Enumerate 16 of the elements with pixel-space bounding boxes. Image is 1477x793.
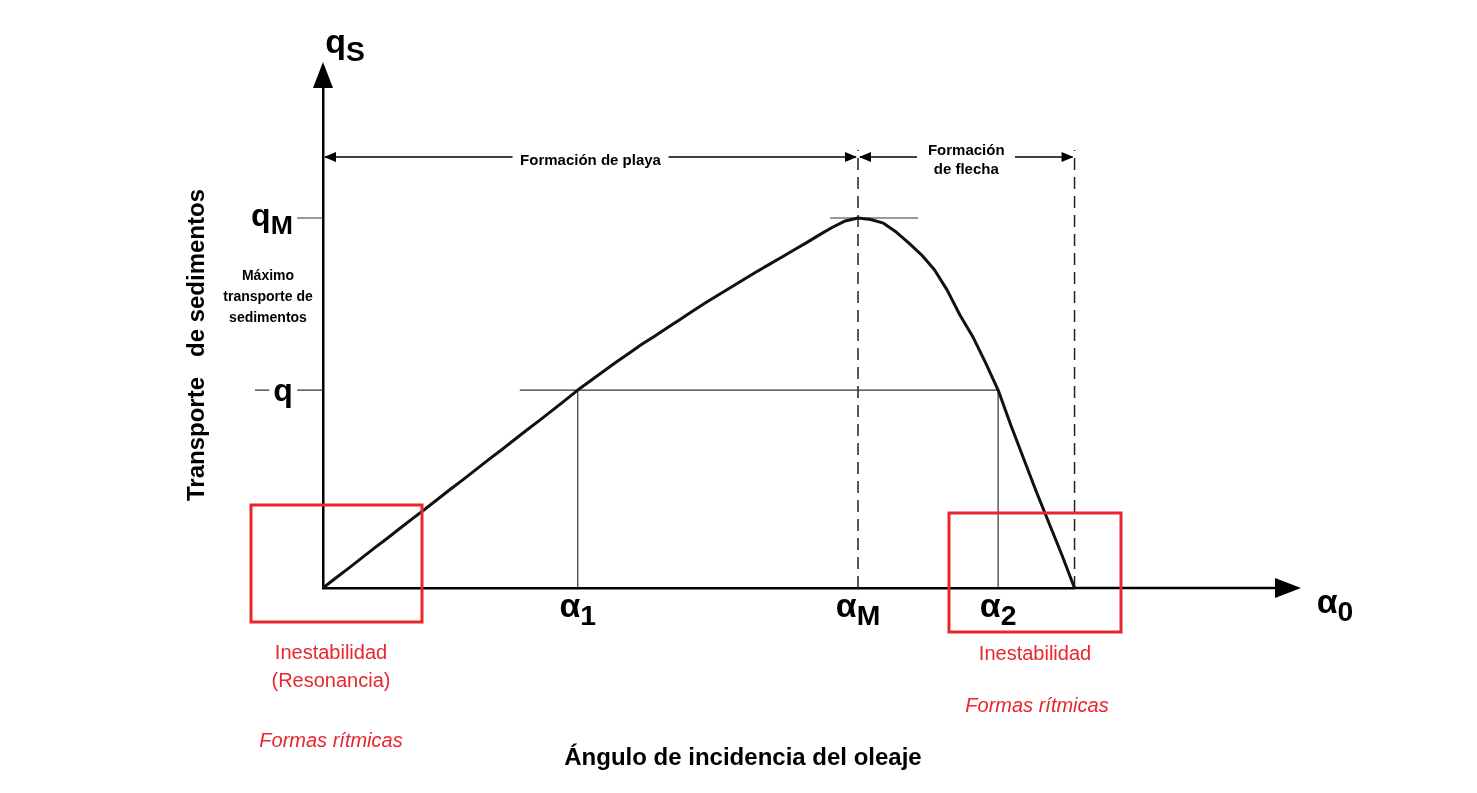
text: Formación de playa: [512, 149, 669, 169]
text: q$_{M}$: [247, 197, 297, 242]
text: q$_{S}$: [325, 22, 365, 68]
text: Máximo transporte de sedimentos: [222, 265, 314, 327]
x-tick-label: α$_{1}$: [559, 586, 597, 633]
text: Formación de flecha: [917, 140, 1016, 178]
y-axis-title: Transporte de sedimentos: [182, 188, 210, 502]
x-tick-label: α$_{2}$: [979, 586, 1017, 633]
text: Formas rítmicas: [965, 693, 1109, 717]
text: Inestabilidad (Resonancia): [270, 640, 392, 693]
x-tick-label: α$_{M}$: [835, 586, 881, 633]
text: q: [269, 372, 297, 408]
text: Inestabilidad: [978, 641, 1092, 665]
x-axis-title: Ángulo de incidencia del oleaje: [564, 743, 922, 771]
text: Formas rítmicas: [259, 728, 403, 752]
text: α$_{0}$: [1316, 582, 1354, 628]
